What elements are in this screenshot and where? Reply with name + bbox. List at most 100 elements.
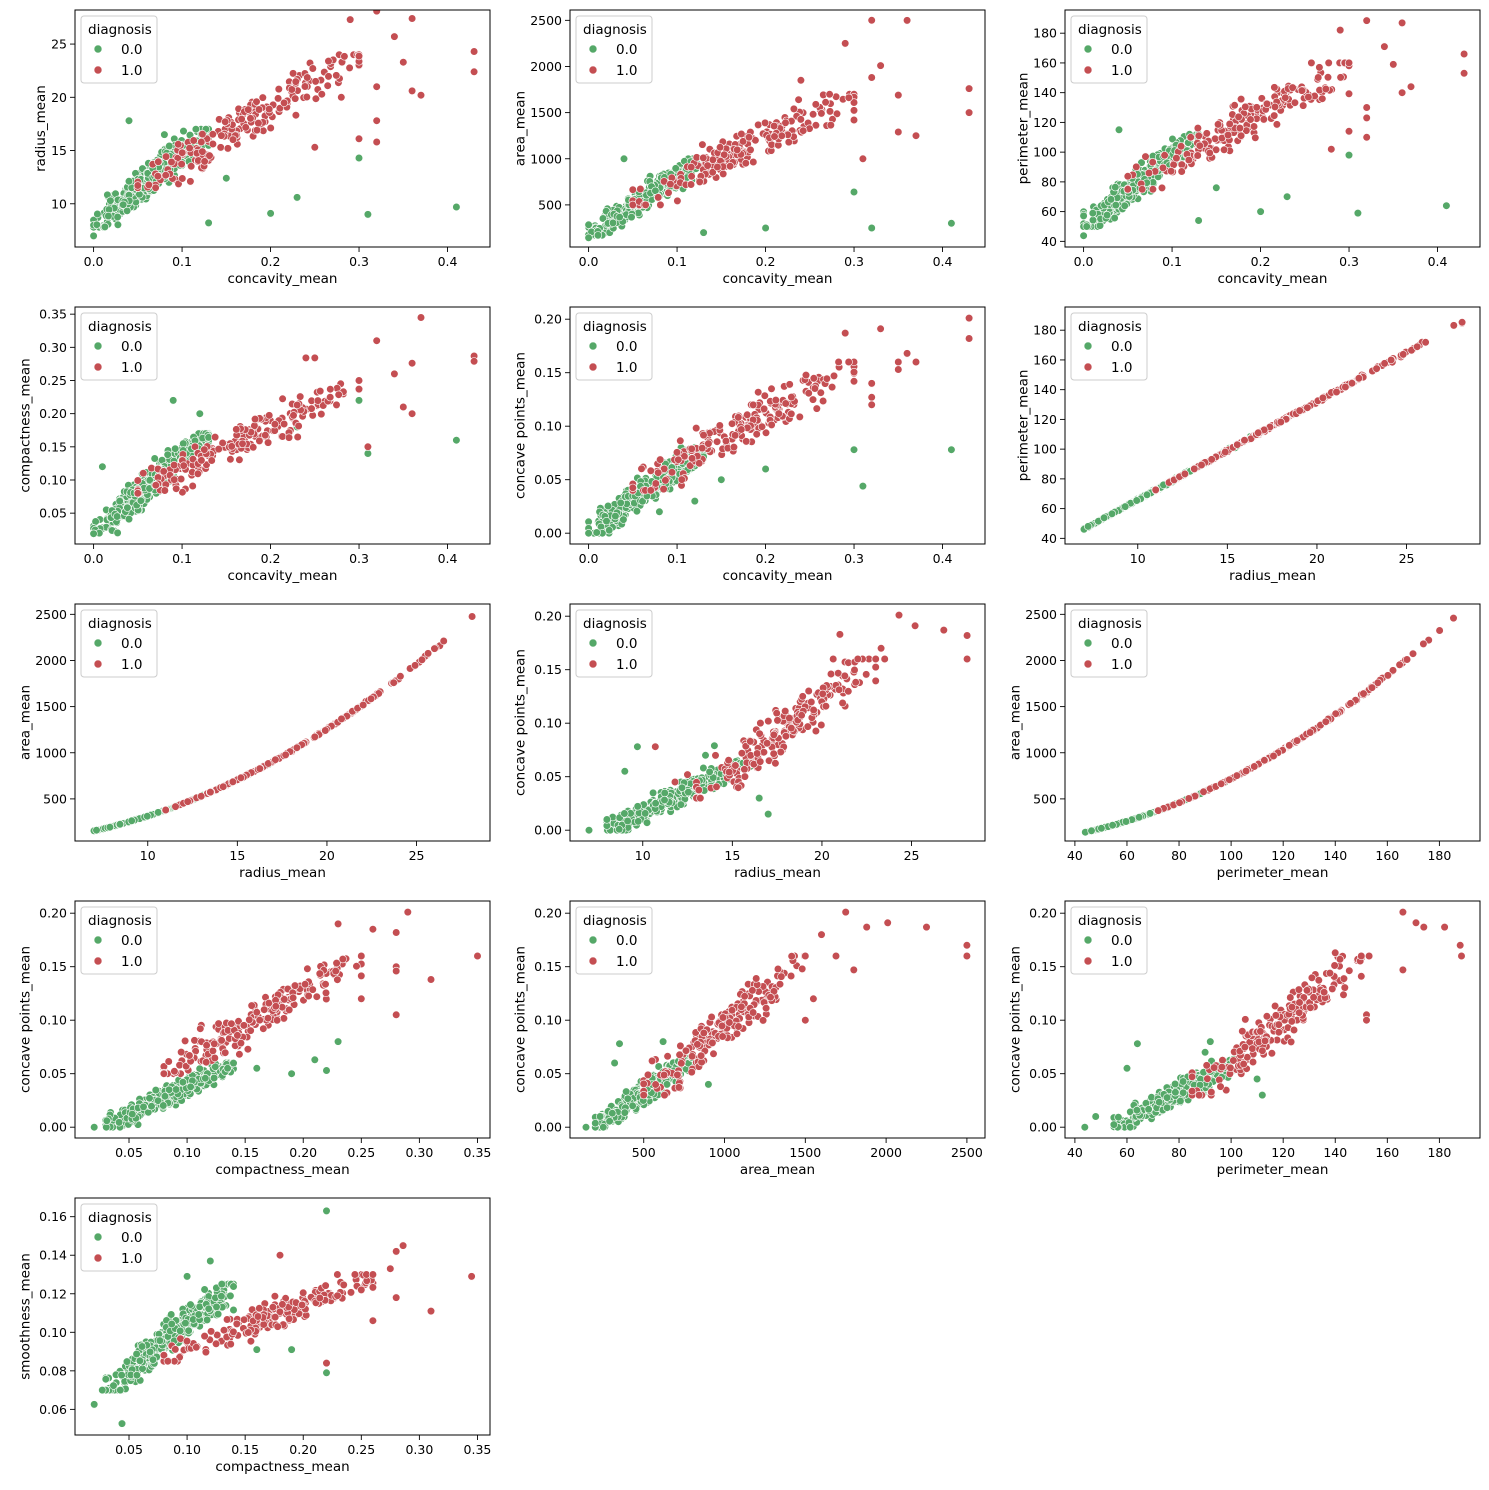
point-benign bbox=[660, 788, 669, 798]
point-malignant bbox=[266, 123, 275, 133]
point-malignant bbox=[654, 468, 663, 477]
point-malignant bbox=[761, 428, 771, 437]
point-malignant bbox=[289, 411, 298, 420]
legend-title: diagnosis bbox=[1078, 22, 1142, 38]
point-benign bbox=[849, 187, 859, 197]
point-malignant bbox=[785, 380, 794, 389]
point-malignant bbox=[687, 444, 696, 454]
point-malignant bbox=[178, 148, 187, 157]
point-malignant bbox=[1281, 93, 1290, 102]
point-malignant bbox=[1236, 94, 1246, 104]
point-malignant bbox=[1459, 49, 1469, 59]
point-malignant bbox=[1344, 89, 1354, 98]
point-malignant bbox=[636, 184, 645, 194]
point-malignant bbox=[724, 756, 733, 765]
y-tick-label: 0.05 bbox=[39, 506, 67, 521]
point-benign bbox=[1212, 183, 1221, 192]
point-malignant bbox=[1297, 86, 1306, 95]
point-malignant bbox=[1213, 120, 1223, 129]
point-malignant bbox=[687, 172, 696, 181]
point-malignant bbox=[811, 121, 821, 130]
point-benign bbox=[642, 818, 652, 827]
point-benign bbox=[163, 450, 172, 459]
x-tick-label: 0.1 bbox=[667, 551, 687, 566]
point-benign bbox=[1079, 211, 1088, 220]
point-benign bbox=[603, 501, 613, 511]
y-tick-label: 0.10 bbox=[39, 472, 67, 487]
point-malignant bbox=[1123, 172, 1132, 181]
legend-label: 0.0 bbox=[616, 42, 637, 58]
axes-frame bbox=[74, 306, 491, 545]
point-malignant bbox=[270, 420, 280, 429]
x-tick-label: 0.4 bbox=[933, 254, 953, 269]
point-malignant bbox=[1314, 73, 1323, 82]
y-tick-label: 0.20 bbox=[534, 312, 562, 327]
point-malignant bbox=[628, 200, 637, 209]
point-malignant bbox=[265, 411, 274, 420]
point-benign bbox=[169, 396, 178, 405]
point-benign bbox=[705, 767, 714, 777]
point-malignant bbox=[274, 84, 283, 94]
point-malignant bbox=[219, 782, 228, 791]
points-p3 bbox=[1079, 16, 1469, 240]
point-malignant bbox=[317, 90, 326, 99]
point-malignant bbox=[1148, 158, 1157, 167]
point-benign bbox=[608, 218, 618, 227]
point-malignant bbox=[1193, 124, 1202, 133]
y-tick-label: 2000 bbox=[35, 653, 67, 668]
point-benign bbox=[584, 233, 593, 242]
point-malignant bbox=[408, 409, 417, 418]
point-benign bbox=[633, 742, 642, 751]
point-benign bbox=[764, 809, 773, 819]
point-malignant bbox=[1252, 103, 1261, 112]
point-malignant bbox=[198, 147, 207, 156]
point-benign bbox=[605, 526, 614, 535]
point-malignant bbox=[760, 118, 770, 127]
point-benign bbox=[154, 808, 163, 817]
point-malignant bbox=[757, 422, 767, 431]
point-benign bbox=[699, 228, 708, 237]
point-benign bbox=[620, 767, 629, 776]
point-malignant bbox=[798, 692, 807, 701]
point-malignant bbox=[962, 631, 972, 640]
point-malignant bbox=[264, 438, 273, 447]
point-malignant bbox=[773, 716, 782, 725]
x-tick-label: 0.2 bbox=[261, 254, 281, 269]
x-axis-label: concavity_mean bbox=[228, 568, 338, 584]
point-malignant bbox=[1166, 167, 1176, 176]
point-malignant bbox=[803, 722, 812, 731]
point-malignant bbox=[188, 455, 198, 464]
x-tick-label: 0.1 bbox=[667, 254, 687, 269]
point-malignant bbox=[303, 73, 312, 82]
point-malignant bbox=[876, 61, 885, 70]
point-malignant bbox=[816, 388, 825, 397]
point-benign bbox=[124, 514, 134, 524]
point-malignant bbox=[159, 467, 168, 476]
point-benign bbox=[755, 793, 764, 803]
point-malignant bbox=[962, 654, 972, 664]
point-malignant bbox=[208, 139, 217, 149]
point-malignant bbox=[704, 439, 713, 448]
point-malignant bbox=[725, 162, 735, 171]
point-malignant bbox=[762, 739, 772, 748]
point-benign bbox=[602, 815, 612, 824]
point-malignant bbox=[399, 58, 408, 67]
x-tick-label: 15 bbox=[724, 848, 740, 863]
point-malignant bbox=[1413, 342, 1422, 351]
legend-title: diagnosis bbox=[88, 319, 152, 335]
point-malignant bbox=[197, 456, 206, 465]
point-malignant bbox=[1421, 338, 1430, 347]
point-malignant bbox=[811, 100, 820, 109]
point-malignant bbox=[1459, 69, 1469, 78]
point-malignant bbox=[729, 443, 739, 452]
point-malignant bbox=[1249, 122, 1259, 131]
point-malignant bbox=[261, 431, 270, 440]
point-malignant bbox=[1299, 101, 1308, 110]
points-p2 bbox=[584, 16, 974, 242]
x-tick-label: 0.4 bbox=[933, 551, 953, 566]
point-malignant bbox=[151, 183, 160, 192]
point-benign bbox=[615, 825, 624, 834]
point-malignant bbox=[187, 162, 196, 171]
x-tick-label: 20 bbox=[1309, 551, 1325, 566]
legend-label: 1.0 bbox=[121, 657, 142, 673]
